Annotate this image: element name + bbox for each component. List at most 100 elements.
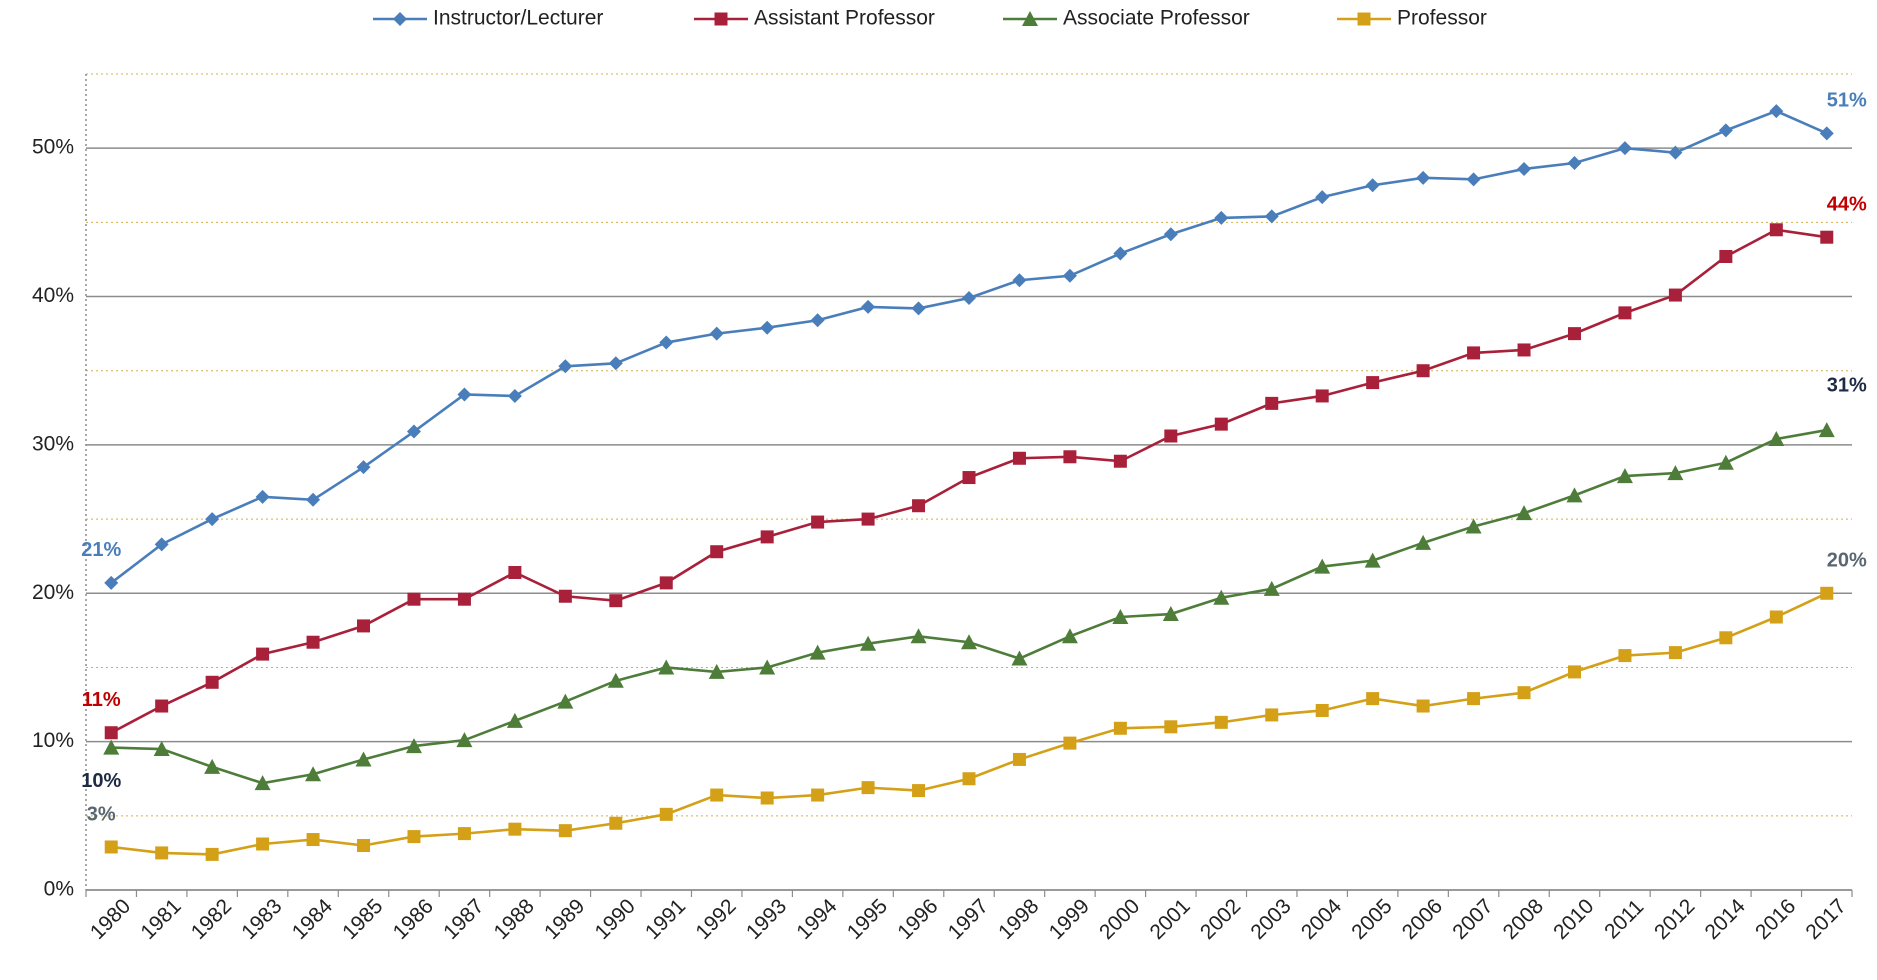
- x-tick-label: 2010: [1549, 895, 1598, 944]
- data-point: [1668, 646, 1682, 660]
- data-point: [1467, 692, 1481, 706]
- data-point: [1465, 518, 1482, 534]
- x-tick-label: 1994: [792, 894, 842, 944]
- data-label: 44%: [1827, 193, 1867, 215]
- data-point: [1062, 268, 1077, 283]
- data-point: [1314, 558, 1331, 574]
- data-point: [407, 830, 421, 844]
- data-point: [1416, 699, 1430, 713]
- data-point: [558, 824, 572, 838]
- x-tick-label: 2001: [1146, 895, 1195, 944]
- data-point: [306, 635, 320, 649]
- data-point: [155, 846, 169, 860]
- data-point: [457, 387, 472, 402]
- data-point: [1063, 450, 1077, 464]
- data-point: [1012, 752, 1026, 766]
- data-point: [1517, 686, 1531, 700]
- y-tick-label: 20%: [32, 581, 74, 604]
- data-point: [104, 726, 118, 740]
- data-point: [256, 837, 270, 851]
- data-point: [760, 530, 774, 544]
- y-tick-label: 50%: [32, 136, 74, 159]
- data-point: [456, 732, 473, 748]
- legend-label: Associate Professor: [1063, 7, 1250, 30]
- data-point: [557, 693, 574, 709]
- legend-item: Instructor/Lecturer: [373, 7, 603, 30]
- data-point: [1162, 606, 1179, 622]
- data-point: [1264, 209, 1279, 224]
- data-point: [1667, 465, 1684, 481]
- x-tick-label: 1985: [338, 895, 387, 944]
- x-tick-label: 2016: [1751, 895, 1800, 944]
- data-point: [204, 758, 221, 774]
- data-label: 31%: [1827, 374, 1867, 396]
- data-point: [1616, 468, 1633, 484]
- data-point: [1820, 230, 1834, 244]
- data-point: [1467, 346, 1481, 360]
- x-tick-label: 2008: [1499, 895, 1548, 944]
- data-point: [861, 781, 875, 795]
- x-tick-label: 1988: [490, 895, 539, 944]
- data-point: [1063, 736, 1077, 750]
- x-tick-label: 1999: [1045, 895, 1094, 944]
- data-point: [457, 592, 471, 606]
- data-point: [1466, 172, 1481, 187]
- data-point: [405, 738, 422, 754]
- data-point: [1011, 650, 1028, 666]
- data-point: [962, 291, 976, 306]
- data-point: [861, 512, 875, 526]
- data-point: [1668, 288, 1682, 302]
- data-point: [1113, 454, 1127, 468]
- data-point: [1365, 178, 1380, 193]
- legend-item: Associate Professor: [1003, 7, 1250, 30]
- data-point: [1265, 396, 1279, 410]
- data-point: [659, 576, 673, 590]
- x-tick-label: 1987: [439, 895, 488, 944]
- data-point: [1517, 343, 1531, 357]
- x-tick-label: 2012: [1650, 895, 1699, 944]
- data-label: 20%: [1827, 550, 1867, 572]
- data-point: [1113, 721, 1127, 735]
- legend-item: Assistant Professor: [694, 7, 935, 30]
- data-point: [506, 712, 523, 728]
- data-point: [910, 628, 927, 644]
- data-point: [357, 619, 371, 633]
- x-tick-label: 1980: [86, 895, 135, 944]
- data-point: [154, 537, 169, 552]
- data-point: [1012, 451, 1026, 465]
- data-point: [256, 647, 270, 661]
- data-point: [809, 644, 826, 660]
- data-point: [609, 816, 623, 830]
- data-point: [759, 659, 776, 675]
- data-label: 11%: [82, 689, 121, 711]
- y-tick-label: 30%: [32, 432, 74, 455]
- data-point: [1366, 376, 1380, 390]
- x-tick-label: 2005: [1347, 895, 1396, 944]
- data-point: [861, 299, 876, 314]
- data-point: [1618, 649, 1632, 663]
- x-tick-label: 1992: [691, 895, 740, 944]
- data-point: [912, 784, 926, 798]
- data-point: [1717, 454, 1734, 470]
- data-point: [1416, 170, 1431, 185]
- legend-item: Professor: [1337, 7, 1487, 30]
- data-label: 10%: [81, 770, 121, 792]
- series-line: [111, 592, 1828, 856]
- data-point: [1566, 487, 1583, 503]
- data-point: [1164, 429, 1178, 443]
- data-point: [1416, 364, 1430, 378]
- data-point: [1567, 665, 1581, 679]
- series-line: [110, 109, 1828, 584]
- data-point: [558, 589, 572, 603]
- x-tick-label: 1998: [994, 895, 1043, 944]
- data-point: [155, 699, 169, 713]
- data-point: [558, 359, 573, 374]
- data-point: [306, 492, 321, 507]
- x-tick-label: 2002: [1196, 895, 1245, 944]
- data-point: [1214, 715, 1228, 729]
- data-point: [811, 515, 825, 529]
- legend-swatch-marker: [393, 12, 407, 26]
- data-point: [710, 788, 724, 802]
- y-tick-label: 10%: [32, 729, 74, 752]
